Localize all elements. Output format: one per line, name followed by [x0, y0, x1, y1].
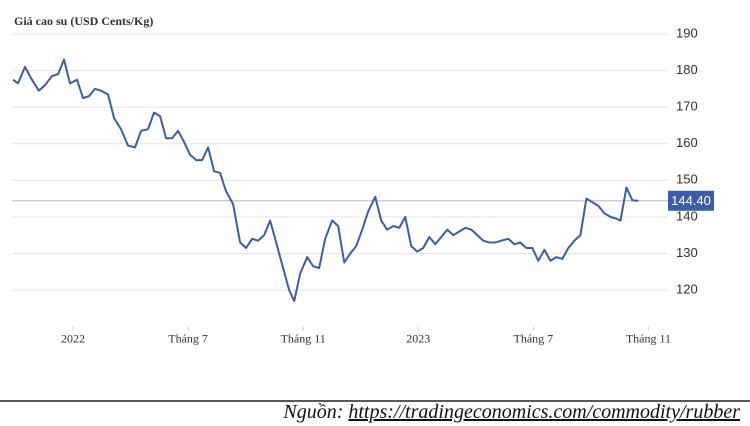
x-tick-label: 2023 [406, 331, 430, 345]
x-tick-label: Tháng 11 [281, 331, 326, 345]
source-url: https://tradingeconomics.com/commodity/r… [348, 401, 740, 423]
last-value-box [668, 190, 714, 211]
y-tick-label: 140 [676, 208, 698, 223]
chart-title: Giá cao su (USD Cents/Kg) [14, 14, 153, 28]
source: Nguồn: https://tradingeconomics.com/comm… [282, 401, 740, 423]
y-tick-label: 170 [676, 99, 698, 114]
x-tick-label: 2022 [61, 331, 85, 345]
y-tick-label: 120 [676, 281, 698, 296]
y-tick-label: 160 [676, 135, 698, 150]
x-tick-label: Tháng 11 [626, 331, 671, 345]
y-tick-label: 190 [676, 25, 698, 40]
x-tick-label: Tháng 7 [514, 331, 554, 345]
y-tick-label: 180 [676, 62, 698, 77]
x-tick-label: Tháng 7 [168, 331, 208, 345]
last-value-label: 144.40 [671, 193, 711, 208]
y-tick-label: 150 [676, 172, 698, 187]
y-tick-label: 130 [676, 245, 698, 260]
series-line [12, 58, 639, 302]
source-prefix: Nguồn: [282, 401, 343, 423]
